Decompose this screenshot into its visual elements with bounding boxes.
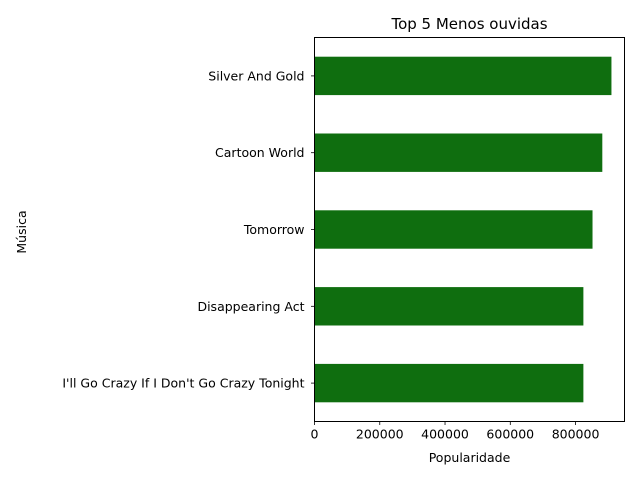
x-tick-label: 0 <box>311 427 319 442</box>
x-tick-label: 600000 <box>486 427 534 442</box>
bar-1 <box>314 287 584 326</box>
bar-0 <box>314 363 584 403</box>
y-tick-label: Silver And Gold <box>208 68 304 83</box>
y-tick-label: Tomorrow <box>243 222 305 237</box>
y-axis-ticks: I'll Go Crazy If I Don't Go Crazy Tonigh… <box>62 68 315 391</box>
y-axis-label: Música <box>14 210 29 253</box>
bars-group <box>314 56 612 403</box>
x-axis-ticks: 0 200000 400000 600000 800000 <box>311 421 600 442</box>
plot-frame <box>314 37 625 422</box>
x-tick-label: 200000 <box>356 427 404 442</box>
y-tick-label: Disappearing Act <box>197 299 304 314</box>
x-tick-label: 400000 <box>421 427 469 442</box>
bar-3 <box>314 133 603 172</box>
bar-4 <box>314 56 612 96</box>
y-tick-label: I'll Go Crazy If I Don't Go Crazy Tonigh… <box>62 376 304 391</box>
bar-2 <box>314 210 593 249</box>
x-tick-label: 800000 <box>552 427 600 442</box>
y-tick-label: Cartoon World <box>215 145 304 160</box>
chart-title: Top 5 Menos ouvidas <box>390 15 547 33</box>
x-axis-label: Popularidade <box>429 450 511 465</box>
